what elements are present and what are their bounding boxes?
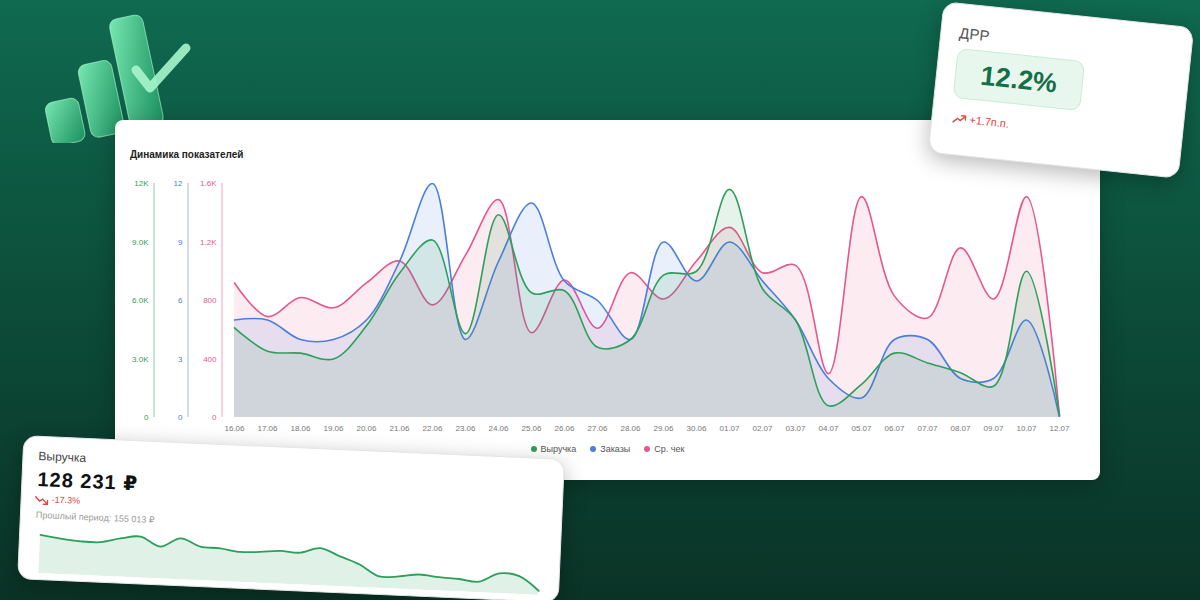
html-text:Выручка: Выручка: [540, 444, 577, 454]
svg-text:09.07: 09.07: [983, 424, 1004, 433]
svg-text:18.06: 18.06: [290, 424, 311, 433]
svg-text:3.0K: 3.0K: [132, 355, 149, 364]
html-text:-17.3%: -17.3%: [51, 494, 81, 506]
svg-text:12K: 12K: [134, 179, 149, 188]
svg-text:21.06: 21.06: [389, 424, 410, 433]
html-text:ДРР: ДРР: [958, 24, 991, 45]
html-text:Заказы: Заказы: [600, 444, 631, 454]
svg-text:29.06: 29.06: [653, 424, 674, 433]
svg-text:12: 12: [174, 179, 183, 188]
svg-text:1.6K: 1.6K: [200, 179, 217, 188]
svg-text:03.07: 03.07: [785, 424, 806, 433]
svg-text:10.07: 10.07: [1016, 424, 1037, 433]
svg-text:07.07: 07.07: [917, 424, 938, 433]
svg-text:05.07: 05.07: [851, 424, 872, 433]
svg-text:22.06: 22.06: [422, 424, 443, 433]
svg-text:04.07: 04.07: [818, 424, 839, 433]
svg-text:9: 9: [178, 238, 183, 247]
svg-text:16.06: 16.06: [224, 424, 245, 433]
svg-text:400: 400: [203, 355, 217, 364]
svg-text:25.06: 25.06: [521, 424, 542, 433]
svg-text:12.07: 12.07: [1049, 424, 1070, 433]
html-text:Динамика показателей: Динамика показателей: [130, 149, 244, 160]
svg-text:28.06: 28.06: [620, 424, 641, 433]
svg-text:19.06: 19.06: [323, 424, 344, 433]
svg-text:27.06: 27.06: [587, 424, 608, 433]
html-text:Выручка: Выручка: [38, 448, 87, 465]
svg-text:0: 0: [144, 413, 149, 422]
svg-text:6.0K: 6.0K: [132, 296, 149, 305]
svg-text:26.06: 26.06: [554, 424, 575, 433]
svg-text:06.07: 06.07: [884, 424, 905, 433]
html-text:+1.7п.п.: +1.7п.п.: [968, 113, 1010, 130]
svg-text:3: 3: [178, 355, 183, 364]
svg-text:6: 6: [178, 296, 183, 305]
svg-text:20.06: 20.06: [356, 424, 377, 433]
svg-text:1.2K: 1.2K: [200, 238, 217, 247]
svg-text:0: 0: [178, 413, 183, 422]
html-text:Ср. чек: Ср. чек: [654, 444, 685, 454]
svg-text:02.07: 02.07: [752, 424, 773, 433]
svg-text:17.06: 17.06: [257, 424, 278, 433]
svg-text:08.07: 08.07: [950, 424, 971, 433]
html-text:12.2%: 12.2%: [979, 60, 1059, 99]
svg-text:23.06: 23.06: [455, 424, 476, 433]
svg-text:9.0K: 9.0K: [132, 238, 149, 247]
svg-text:30.06: 30.06: [686, 424, 707, 433]
svg-text:800: 800: [203, 296, 217, 305]
svg-text:01.07: 01.07: [719, 424, 740, 433]
html-text:Прошлый период: 155 013 ₽: Прошлый период: 155 013 ₽: [35, 509, 155, 525]
svg-text:24.06: 24.06: [488, 424, 509, 433]
html-text:128 231 ₽: 128 231 ₽: [37, 467, 139, 495]
svg-text:0: 0: [212, 413, 217, 422]
